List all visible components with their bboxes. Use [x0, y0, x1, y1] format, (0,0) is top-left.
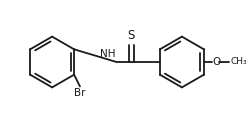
Text: CH₃: CH₃ [229, 58, 246, 66]
Text: Br: Br [74, 88, 85, 98]
Text: S: S [127, 30, 134, 43]
Text: NH: NH [100, 49, 115, 59]
Text: O: O [212, 57, 220, 67]
